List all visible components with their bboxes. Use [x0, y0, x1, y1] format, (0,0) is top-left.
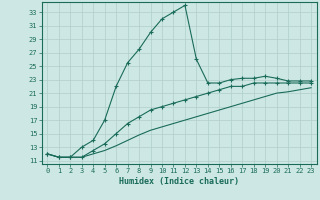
X-axis label: Humidex (Indice chaleur): Humidex (Indice chaleur) — [119, 177, 239, 186]
